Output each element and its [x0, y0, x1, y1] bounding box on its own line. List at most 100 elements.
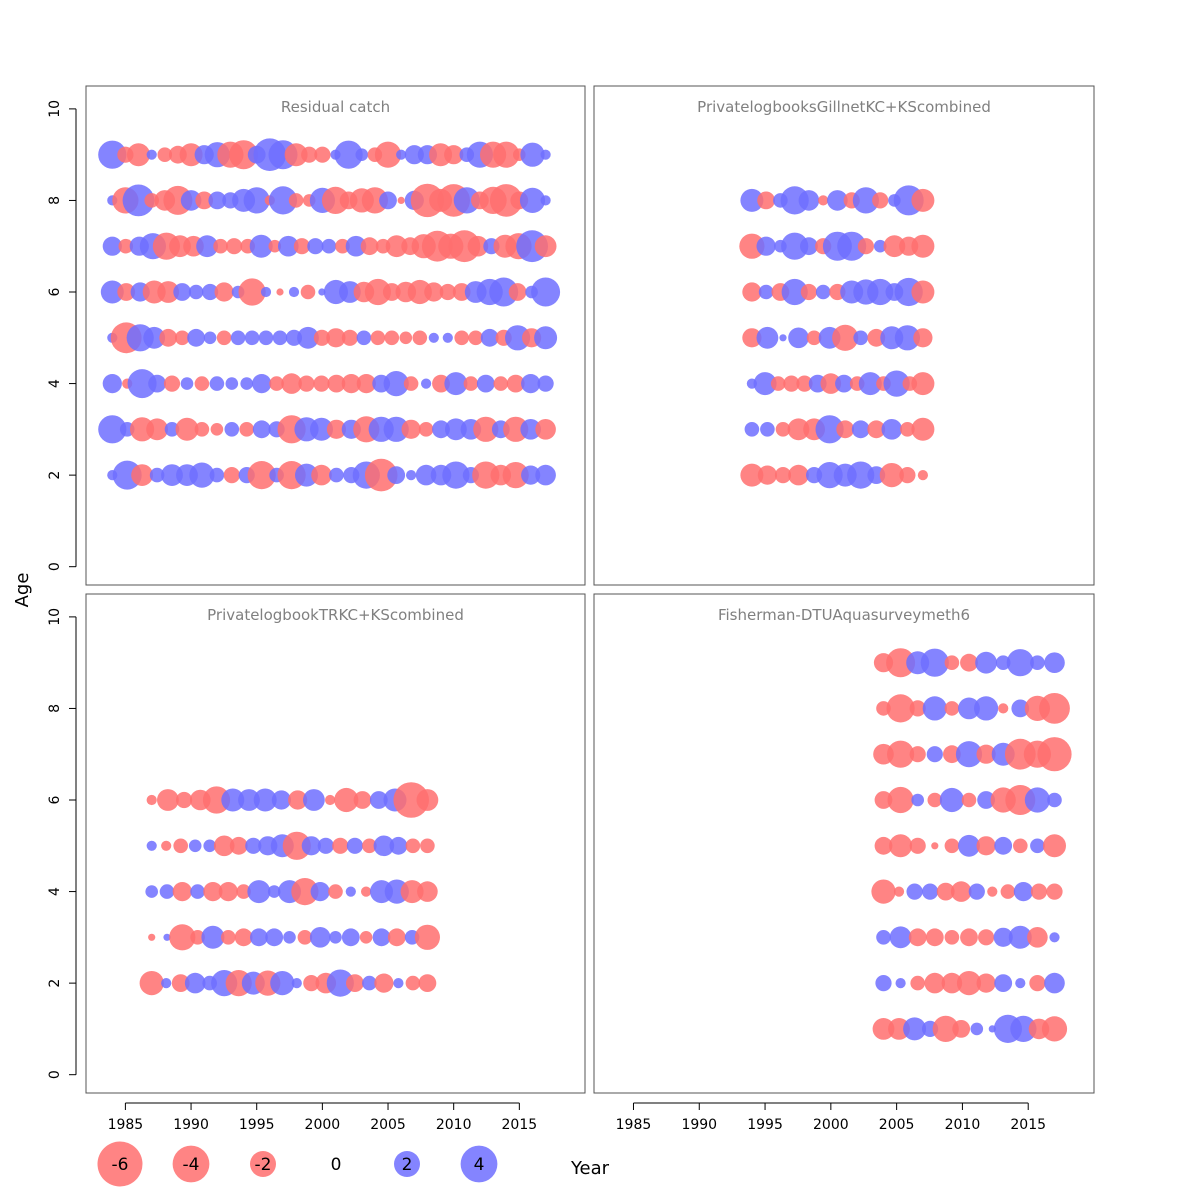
bubble	[974, 696, 999, 721]
bubble	[835, 374, 853, 393]
bubble	[521, 374, 541, 394]
bubble	[278, 235, 299, 257]
bubble	[1029, 975, 1046, 992]
bubble	[172, 882, 192, 902]
bubble	[118, 238, 134, 254]
bubble	[779, 334, 787, 342]
bubble	[221, 788, 245, 812]
bubble	[161, 840, 172, 851]
bubble	[326, 328, 346, 348]
legend-item: -6	[97, 1141, 143, 1187]
bubble	[291, 978, 302, 989]
bubble	[909, 746, 926, 763]
bubble	[276, 288, 284, 296]
bubble	[201, 925, 225, 949]
bubble	[899, 467, 916, 484]
bubble	[476, 374, 495, 393]
bubble	[922, 696, 947, 721]
bubble	[927, 792, 943, 808]
bubble	[131, 464, 154, 486]
bubble	[369, 791, 388, 809]
bubble	[442, 332, 453, 343]
bubble	[272, 330, 288, 346]
bubble	[218, 882, 238, 902]
bubble	[403, 376, 419, 391]
bubble	[836, 420, 855, 439]
legend-label: 4	[474, 1155, 485, 1175]
x-tick-label: 2010	[945, 1117, 981, 1133]
bubble	[284, 143, 308, 167]
bubble	[874, 791, 893, 809]
bubble	[253, 788, 277, 812]
bubble	[913, 328, 933, 348]
bubble	[994, 836, 1013, 855]
bubble	[298, 375, 315, 392]
bubble	[326, 969, 354, 997]
bubble	[535, 464, 556, 486]
bubble	[480, 328, 499, 347]
bubble	[309, 927, 331, 948]
bubble	[939, 787, 965, 813]
bubble	[900, 422, 915, 437]
bubble	[209, 467, 225, 483]
x-tick-label: 2015	[1010, 1117, 1046, 1133]
legend-bubble	[394, 1151, 420, 1177]
bubble	[148, 374, 167, 393]
bubble	[894, 325, 921, 351]
bubble	[944, 838, 960, 854]
bubble	[295, 463, 318, 487]
bubble	[301, 836, 321, 856]
bubble	[373, 835, 395, 857]
bubble	[872, 192, 889, 209]
bubble	[372, 928, 391, 947]
bubble	[1015, 978, 1026, 989]
bubble	[271, 790, 291, 810]
bubble	[978, 929, 995, 946]
bubble	[143, 326, 166, 349]
bubble	[540, 195, 551, 206]
bubble	[203, 839, 216, 853]
bubble	[796, 375, 813, 392]
bubble	[1030, 655, 1045, 670]
legend-item: 0	[331, 1155, 342, 1175]
bubble	[247, 461, 276, 490]
bubble	[454, 330, 470, 346]
bubble	[883, 370, 910, 397]
bubble	[384, 330, 400, 346]
bubble	[975, 651, 997, 674]
bubble	[297, 930, 313, 945]
bubble	[788, 464, 809, 486]
x-tick-label: 1990	[173, 1117, 209, 1133]
bubble	[489, 277, 519, 307]
bubble	[176, 791, 193, 809]
panel-title: PrivatelogbookTRKC+KScombined	[207, 606, 464, 624]
bubble	[190, 930, 205, 945]
bubble	[867, 420, 886, 439]
bubble	[243, 187, 270, 214]
bubble	[401, 419, 421, 439]
bubble	[400, 880, 424, 904]
bubble	[225, 377, 239, 390]
bubble	[416, 789, 439, 811]
bubble	[329, 467, 344, 483]
bubble	[917, 470, 929, 481]
bubble	[876, 930, 891, 945]
bubble	[847, 461, 875, 489]
bubble	[209, 376, 225, 391]
bubble	[117, 283, 136, 301]
bubble	[506, 374, 525, 393]
bubble	[922, 883, 939, 900]
legend-item: -4	[172, 1145, 210, 1183]
bubble	[1030, 838, 1045, 854]
bubble	[970, 1022, 984, 1036]
bubble	[420, 838, 435, 854]
bubble	[414, 924, 440, 950]
bubble	[260, 286, 272, 298]
bubble	[950, 881, 972, 902]
bubble	[288, 790, 308, 810]
bubble	[889, 926, 912, 949]
bubble	[1044, 972, 1065, 994]
bubble	[956, 971, 982, 996]
legend-label: -2	[255, 1155, 272, 1175]
legend-bubble	[97, 1141, 143, 1187]
